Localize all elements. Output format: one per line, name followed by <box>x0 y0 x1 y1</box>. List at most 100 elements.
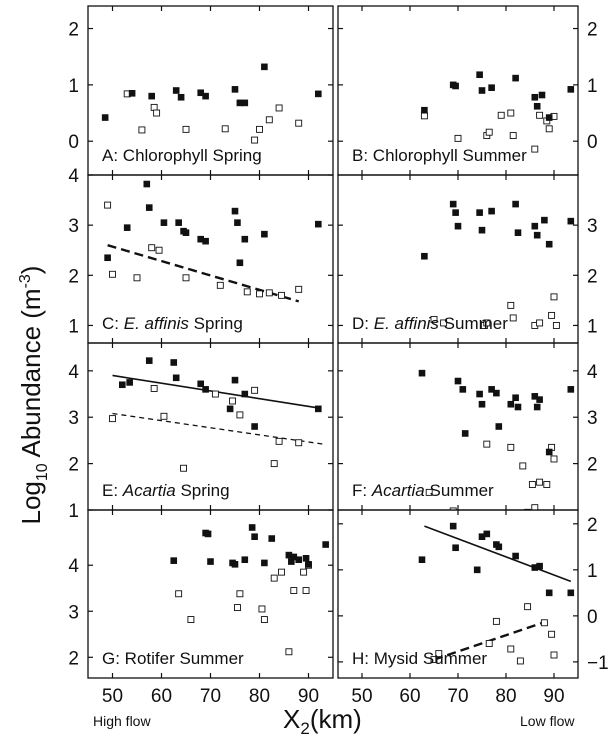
panel-label-prefix: G: <box>102 649 125 668</box>
y-axis-label-main: Abundance (m <box>16 288 46 463</box>
panel-f: 2 3 4 F: Acartia Summer <box>337 342 598 511</box>
panel-label-prefix: F: <box>352 481 372 500</box>
filled-square-marker <box>175 219 182 226</box>
filled-square-marker <box>567 217 575 225</box>
filled-square-marker <box>454 377 462 385</box>
filled-square-marker <box>241 556 249 564</box>
open-square-marker <box>430 315 438 323</box>
filled-square-marker <box>236 259 244 267</box>
open-square-marker <box>229 397 237 405</box>
open-square-marker <box>270 460 278 468</box>
open-square-marker <box>550 293 558 301</box>
y-tick-label: 3 <box>587 216 598 237</box>
open-square-marker <box>449 507 457 510</box>
y-tick-label: 4 <box>68 556 79 577</box>
filled-square-marker <box>145 357 153 364</box>
open-square-marker <box>516 657 524 665</box>
filled-square-marker <box>172 374 180 382</box>
filled-square-marker <box>172 87 180 94</box>
filled-square-marker <box>545 448 553 456</box>
filled-square-marker <box>128 90 136 97</box>
y-tick-label: 1 <box>68 316 79 337</box>
plot-area <box>104 180 322 303</box>
open-square-marker <box>278 568 285 576</box>
open-square-marker <box>251 386 259 394</box>
filled-square-marker <box>226 405 234 413</box>
filled-square-marker <box>538 91 546 99</box>
open-square-marker <box>536 111 544 119</box>
filled-square-marker <box>418 556 426 564</box>
filled-square-marker <box>488 386 495 393</box>
open-square-marker <box>236 590 244 598</box>
x-axis-label: X2(km) <box>283 704 362 738</box>
y-tick-label: 2 <box>587 266 598 287</box>
panel-label-suffix: Rotifer Summer <box>125 649 244 668</box>
open-square-marker <box>531 145 539 153</box>
open-square-marker <box>133 274 141 282</box>
filled-square-marker <box>495 543 503 551</box>
plot-area <box>418 522 575 665</box>
panel-label-prefix: H: <box>352 649 374 668</box>
x-tick-label: 80 <box>495 686 516 707</box>
open-square-marker <box>187 616 195 623</box>
filled-square-marker <box>533 403 541 411</box>
y-tick-label: 0 <box>587 607 598 628</box>
y-tick-label: 1 <box>68 76 79 97</box>
open-square-marker <box>300 568 308 576</box>
open-square-marker <box>552 321 560 329</box>
open-square-marker <box>507 645 515 653</box>
panel-label: C: E. affinis Spring <box>102 314 243 333</box>
panel-label: D: E. affinis Summer <box>352 314 508 333</box>
open-square-marker <box>550 651 558 659</box>
open-square-marker <box>109 270 116 278</box>
open-square-marker <box>509 132 517 140</box>
x-tick-label: 70 <box>200 686 221 707</box>
open-square-marker <box>109 415 116 423</box>
y-tick-label: 3 <box>587 408 598 429</box>
x-tick-label: 90 <box>543 686 564 707</box>
y-tick-label: 0 <box>587 132 598 153</box>
open-square-marker <box>302 587 310 594</box>
filled-square-marker <box>314 90 322 98</box>
y-tick-label: 3 <box>68 602 79 623</box>
open-square-marker <box>285 648 293 656</box>
filled-square-marker <box>119 381 126 389</box>
filled-square-marker <box>160 219 168 226</box>
filled-square-marker <box>305 561 312 568</box>
y-tick-label: 2 <box>68 266 79 287</box>
open-square-marker <box>236 411 244 419</box>
panel-label-suffix: Chlorophyll Spring <box>123 146 262 165</box>
filled-square-marker <box>202 237 209 245</box>
open-square-marker <box>216 281 224 289</box>
panel-label: F: Acartia Summer <box>352 481 494 500</box>
filled-square-marker <box>449 522 457 530</box>
open-square-marker <box>221 125 229 133</box>
open-square-marker <box>528 481 536 488</box>
plot-area <box>109 357 324 472</box>
panel-label: B: Chlorophyll Summer <box>352 146 527 165</box>
panel-label: G: Rotifer Summer <box>102 649 244 668</box>
filled-square-marker <box>452 209 459 216</box>
plot-area <box>101 63 322 144</box>
filled-square-marker <box>207 558 214 565</box>
filled-square-marker <box>314 220 322 228</box>
y-tick-label: 0 <box>68 132 79 153</box>
filled-square-marker <box>322 541 329 548</box>
filled-square-marker <box>567 386 575 393</box>
filled-square-marker <box>101 114 109 121</box>
x-tick-label: 60 <box>399 686 420 707</box>
open-square-marker <box>258 605 266 613</box>
filled-square-marker <box>495 423 503 430</box>
regression-line-solid <box>424 525 572 583</box>
filled-square-marker <box>145 204 153 211</box>
filled-square-marker <box>202 92 209 100</box>
open-square-marker <box>211 390 219 398</box>
open-square-marker <box>420 112 428 120</box>
open-square-marker <box>507 443 515 451</box>
y-tick-label: 4 <box>587 362 598 383</box>
y-tick-label: 2 <box>68 455 79 476</box>
y-axis-label-superscript: -3 <box>17 274 34 288</box>
panel-label-species: Acartia <box>371 481 425 500</box>
filled-square-marker <box>231 561 239 568</box>
